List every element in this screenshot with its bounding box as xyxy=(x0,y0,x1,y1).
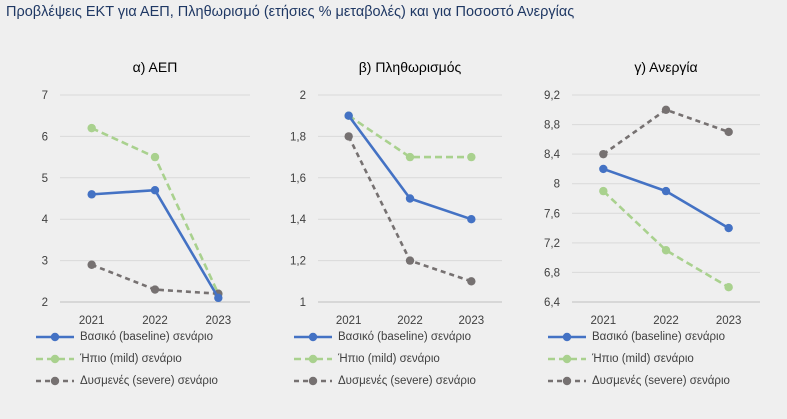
legend-marker xyxy=(562,332,572,342)
chart-panel-unemployment: γ) Ανεργία 6,4 6,8 7,2 7,6 8 8,4 8,8 9,2 2021 2022… xyxy=(532,40,782,419)
legend-marker xyxy=(50,376,60,386)
legend-swatch-severe xyxy=(294,376,332,386)
y-tick-label: 4 xyxy=(42,214,49,226)
chart-title: α) ΑΕΠ xyxy=(133,59,178,75)
legend-swatch-severe xyxy=(36,376,74,386)
legend-marker xyxy=(50,354,60,364)
y-tick-label: 6,8 xyxy=(544,267,560,279)
chart-svg: β) Πληθωρισμός 1 1,2 1,4 1,6 1,8 2 2021 2022 2023 xyxy=(290,59,502,327)
data-point-baseline xyxy=(405,194,415,203)
chart-svg: γ) Ανεργία 6,4 6,8 7,2 7,6 8 8,4 8,8 9,2 2021 2022… xyxy=(544,59,760,327)
legend-label: Βασικό (baseline) σενάριο xyxy=(80,331,213,343)
legend-swatch-mild xyxy=(548,354,586,364)
y-tick-label: 1,6 xyxy=(290,173,306,185)
x-tick-label: 2023 xyxy=(716,315,742,327)
legend-swatch-mild xyxy=(294,354,332,364)
chart-panel-gdp: α) ΑΕΠ 2 3 4 5 6 7 2021 2022 2023 Βασικό (baseline… xyxy=(14,40,264,419)
data-point-mild xyxy=(599,186,608,196)
data-point-baseline xyxy=(661,186,671,196)
data-point-severe xyxy=(87,260,96,269)
chart-panel-inflation: β) Πληθωρισμός 1 1,2 1,4 1,6 1,8 2 2021 2022 2023… xyxy=(276,40,522,419)
y-tick-label: 1,2 xyxy=(290,256,306,268)
legend-label: Δυσμενές (severe) σενάριο xyxy=(592,375,730,387)
chart-title: γ) Ανεργία xyxy=(634,59,697,75)
series-line-baseline xyxy=(347,114,472,221)
data-point-baseline xyxy=(724,223,733,233)
y-tick-label: 8,8 xyxy=(544,120,560,132)
legend-label: Δυσμενές (severe) σενάριο xyxy=(338,375,476,387)
y-tick-label: 3 xyxy=(42,256,48,268)
data-point-mild xyxy=(724,283,733,292)
legend-marker xyxy=(562,376,572,386)
y-tick-label: 7 xyxy=(42,90,48,102)
y-tick-label: 1,4 xyxy=(290,214,307,226)
legend-label: Ήπιο (mild) σενάριο xyxy=(80,353,182,365)
data-point-baseline xyxy=(87,190,96,199)
chart-svg: α) ΑΕΠ 2 3 4 5 6 7 2021 2022 2023 xyxy=(42,59,250,327)
y-tick-label: 7,6 xyxy=(544,208,560,220)
y-tick-label: 1,8 xyxy=(290,131,306,143)
data-point-mild xyxy=(467,152,476,162)
data-point-mild xyxy=(661,246,671,255)
y-tick-label: 6,4 xyxy=(544,297,561,309)
legend-label: Ήπιο (mild) σενάριο xyxy=(338,353,440,365)
x-tick-label: 2023 xyxy=(459,315,485,327)
series-line-baseline xyxy=(602,167,730,230)
data-point-severe xyxy=(150,285,160,294)
series-line-mild xyxy=(347,114,472,159)
legend-swatch-mild xyxy=(36,354,74,364)
chart-title: β) Πληθωρισμός xyxy=(359,59,462,75)
data-point-severe xyxy=(344,132,353,141)
x-tick-label: 2021 xyxy=(336,315,362,327)
x-tick-label: 2021 xyxy=(79,315,105,327)
legend-swatch-baseline xyxy=(294,332,332,342)
x-tick-label: 2022 xyxy=(653,315,679,327)
x-tick-label: 2021 xyxy=(591,315,617,327)
x-tick-label: 2023 xyxy=(206,315,232,327)
x-tick-label: 2022 xyxy=(142,315,168,327)
legend-label: Βασικό (baseline) σενάριο xyxy=(338,331,471,343)
data-point-baseline xyxy=(214,293,223,303)
data-point-baseline xyxy=(467,215,476,224)
series-line-severe xyxy=(602,108,730,156)
legend-swatch-severe xyxy=(548,376,586,386)
y-tick-label: 8 xyxy=(554,179,560,191)
y-tick-label: 8,4 xyxy=(544,149,561,161)
data-point-severe xyxy=(405,256,415,265)
series-line-baseline xyxy=(91,188,220,299)
legend-marker xyxy=(562,354,572,364)
legend-swatch-baseline xyxy=(36,332,74,342)
data-point-baseline xyxy=(599,164,608,174)
data-point-baseline xyxy=(344,111,353,120)
data-point-mild xyxy=(150,152,160,162)
series-line-severe xyxy=(91,263,219,296)
data-point-mild xyxy=(87,123,96,133)
y-tick-label: 5 xyxy=(42,173,48,185)
legend-marker xyxy=(50,332,60,342)
y-tick-label: 6 xyxy=(42,131,48,143)
legend-marker xyxy=(308,354,318,364)
y-tick-label: 7,2 xyxy=(544,238,560,250)
legend-swatch-baseline xyxy=(548,332,586,342)
data-point-severe xyxy=(724,127,733,137)
legend-label: Βασικό (baseline) σενάριο xyxy=(592,331,725,343)
data-point-severe xyxy=(599,149,608,159)
page-title: Προβλέψεις ΕΚΤ για ΑΕΠ, Πληθωρισμό (ετήσ… xyxy=(6,4,575,20)
y-tick-label: 2 xyxy=(300,90,306,102)
data-point-mild xyxy=(405,152,415,162)
legend-label: Ήπιο (mild) σενάριο xyxy=(592,353,694,365)
series-line-mild xyxy=(602,190,730,289)
y-tick-label: 2 xyxy=(42,297,48,309)
data-point-severe xyxy=(661,105,671,114)
legend-marker xyxy=(308,376,318,386)
legend-label: Δυσμενές (severe) σενάριο xyxy=(80,375,218,387)
y-tick-label: 9,2 xyxy=(544,90,560,102)
y-tick-label: 1 xyxy=(300,297,306,309)
data-point-baseline xyxy=(150,186,160,195)
data-point-severe xyxy=(467,277,476,286)
x-tick-label: 2022 xyxy=(397,315,423,327)
legend-marker xyxy=(308,332,318,342)
